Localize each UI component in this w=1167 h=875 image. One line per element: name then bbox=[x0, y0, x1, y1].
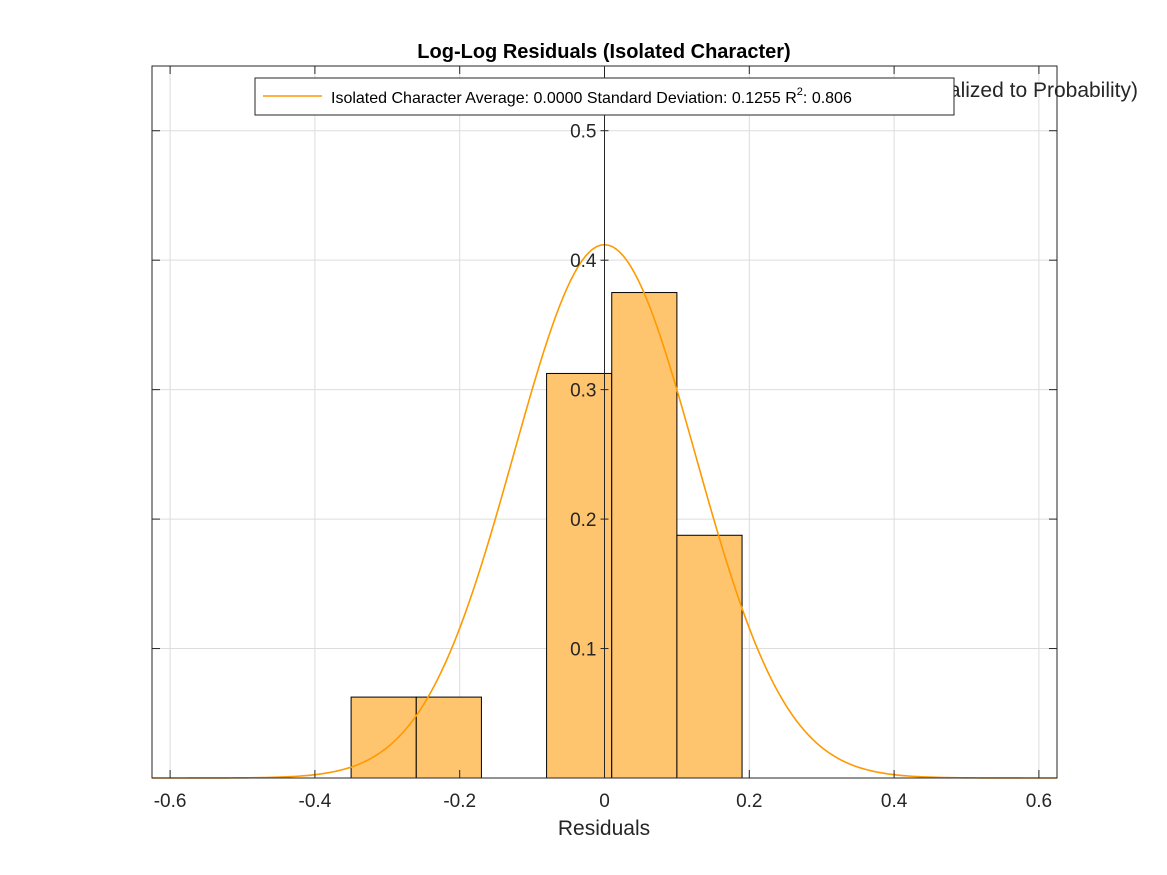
y-tick-label: 0.3 bbox=[570, 381, 596, 402]
histogram-bar bbox=[415, 696, 482, 779]
axis-ticks: -0.6 -0.4 -0.2 0 0.2 0.4 0.6 0.1 0.2 0.3 0.4 0.5 bbox=[152, 66, 1057, 812]
histogram-bar bbox=[676, 534, 743, 779]
x-tick-label: -0.4 bbox=[299, 791, 332, 812]
x-axis-label: Residuals bbox=[558, 817, 650, 840]
legend-entry-prefix: Isolated Character Average: 0.0000 Stand… bbox=[331, 90, 797, 107]
y-tick-label: 0.2 bbox=[570, 510, 596, 531]
chart-title: Log-Log Residuals (Isolated Character) bbox=[417, 41, 790, 63]
histogram-bar bbox=[350, 696, 417, 779]
x-tick-label: 0.2 bbox=[736, 791, 762, 812]
legend: Isolated Character Average: 0.0000 Stand… bbox=[254, 77, 955, 116]
x-tick-label: -0.2 bbox=[443, 791, 476, 812]
histogram-bar bbox=[546, 372, 613, 779]
y-tick-label: 0.4 bbox=[570, 251, 597, 272]
x-tick-label: -0.6 bbox=[154, 791, 187, 812]
legend-r-squared-exponent: 2 bbox=[797, 86, 803, 98]
legend-entry-suffix: : 0.806 bbox=[803, 90, 852, 107]
legend-entry-text: Isolated Character Average: 0.0000 Stand… bbox=[331, 86, 852, 107]
histogram-bar bbox=[611, 292, 678, 779]
histogram-bars bbox=[350, 292, 743, 779]
y-tick-label: 0.5 bbox=[570, 122, 596, 143]
x-tick-label: 0 bbox=[599, 791, 610, 812]
y-tick-label: 0.1 bbox=[570, 640, 596, 661]
x-tick-label: 0.6 bbox=[1026, 791, 1052, 812]
x-tick-label: 0.4 bbox=[881, 791, 908, 812]
legend-box bbox=[254, 77, 955, 116]
